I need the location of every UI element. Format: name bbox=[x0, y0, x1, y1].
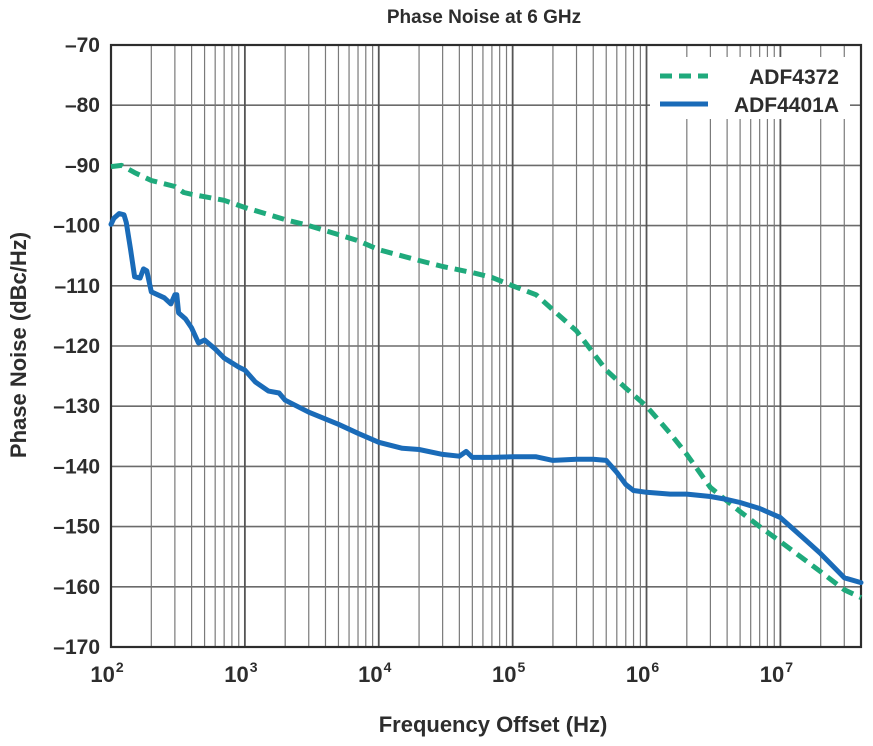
x-tick-label: 106 bbox=[626, 659, 659, 687]
legend-label-adf4401a: ADF4401A bbox=[734, 94, 839, 117]
series-lines bbox=[108, 162, 864, 600]
x-axis-label: Frequency Offset (Hz) bbox=[379, 712, 608, 737]
y-tick-label: –90 bbox=[65, 154, 100, 177]
y-tick-label: –110 bbox=[54, 275, 100, 298]
series-line-adf4372 bbox=[110, 162, 863, 600]
y-tick-label: –120 bbox=[53, 335, 100, 358]
legend-box bbox=[650, 57, 850, 119]
legend-label-adf4372: ADF4372 bbox=[749, 66, 839, 89]
y-tick-label: –140 bbox=[53, 455, 100, 478]
x-tick-label: 103 bbox=[224, 659, 257, 687]
series-line-adf4401a bbox=[108, 211, 864, 586]
x-tick-label: 105 bbox=[492, 659, 525, 687]
y-tick-label: –80 bbox=[65, 94, 100, 117]
y-tick-label: –150 bbox=[53, 516, 100, 539]
legend: ADF4372 ADF4401A bbox=[650, 57, 850, 119]
x-tick-label: 102 bbox=[90, 659, 123, 687]
x-tick-label: 107 bbox=[760, 659, 793, 687]
plot-frame bbox=[109, 43, 863, 649]
y-tick-label: –130 bbox=[53, 395, 100, 418]
y-tick-label: –160 bbox=[53, 576, 100, 599]
y-axis-label: Phase Noise (dBc/Hz) bbox=[6, 232, 31, 458]
x-tick-label: 104 bbox=[358, 659, 391, 687]
y-tick-label: –170 bbox=[53, 636, 100, 659]
x-tick-labels: 102 103 104 105 106 107 bbox=[90, 659, 793, 687]
y-tick-label: –100 bbox=[53, 215, 100, 238]
chart-title: Phase Noise at 6 GHz bbox=[387, 7, 581, 28]
y-tick-label: –70 bbox=[65, 34, 100, 57]
grid bbox=[109, 43, 863, 649]
y-tick-labels: –70 –80 –90 –100 –110 –120 –130 –140 –150 –160 –17… bbox=[53, 34, 100, 659]
